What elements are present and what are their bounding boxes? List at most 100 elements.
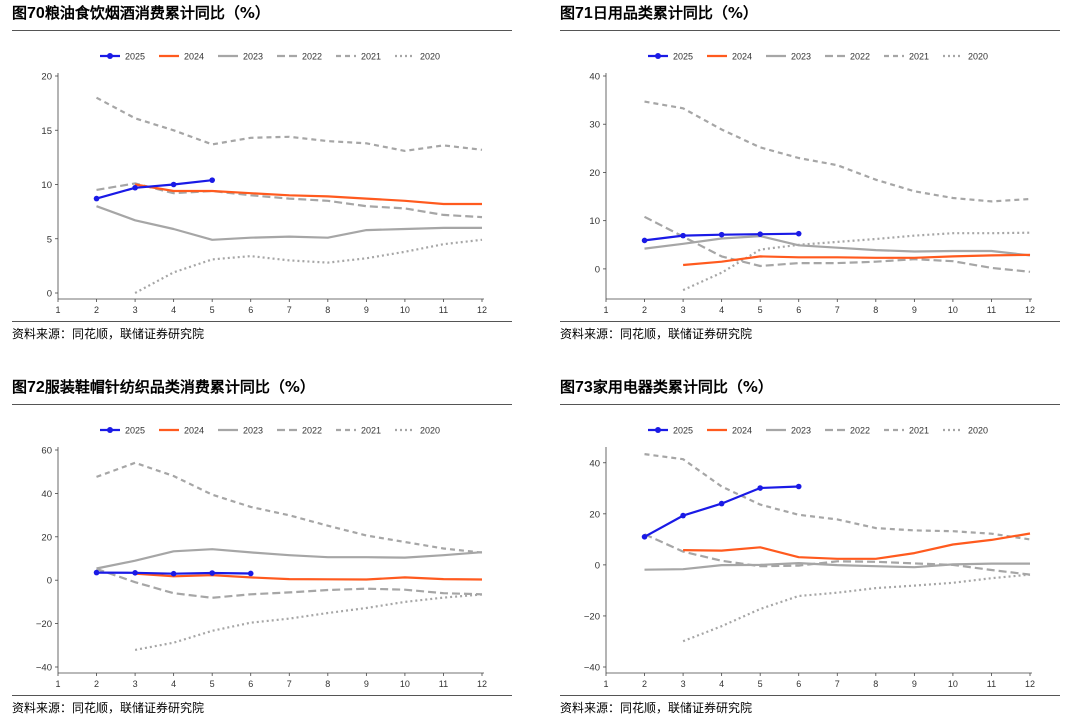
series-line-2025 (96, 179, 213, 200)
title-underline (560, 404, 1060, 405)
x-tick-label: 9 (364, 305, 369, 315)
x-tick-label: 8 (325, 679, 330, 689)
series-line-2023 (96, 205, 482, 241)
data-point-2025 (93, 569, 100, 576)
data-point-2025 (209, 177, 215, 183)
x-tick-label: 7 (287, 679, 292, 689)
x-tick-label: 11 (987, 679, 996, 689)
chart-title: 图73家用电器类累计同比（%） (560, 378, 773, 396)
data-point-2025 (757, 231, 763, 237)
legend-marker-2025 (107, 53, 113, 59)
legend-label-2025: 2025 (125, 52, 145, 62)
x-tick-label: 10 (948, 679, 958, 689)
x-tick-label: 12 (477, 305, 487, 315)
y-tick-label: 20 (589, 509, 600, 520)
x-tick-label: 8 (873, 679, 878, 689)
legend-label-2023: 2023 (791, 426, 811, 436)
series-line-2020 (134, 238, 483, 294)
x-tick-label: 5 (210, 679, 215, 689)
data-point-2025 (209, 570, 215, 576)
y-tick-label: 15 (41, 126, 52, 137)
x-tick-label: 9 (912, 305, 917, 315)
x-tick-label: 6 (796, 305, 801, 315)
x-tick-label: 1 (55, 305, 60, 315)
x-tick-label: 10 (400, 679, 410, 689)
x-tick-label: 12 (477, 679, 487, 689)
legend-label-2021: 2021 (909, 52, 929, 62)
title-underline (560, 30, 1060, 31)
series-line-2024 (135, 572, 483, 581)
x-tick-label: 8 (873, 305, 878, 315)
data-point-2025 (795, 483, 802, 490)
legend-label-2025: 2025 (125, 426, 145, 436)
legend: 2025 2024 2023 2022 2021 2020 (100, 52, 440, 62)
x-tick-label: 2 (642, 679, 647, 689)
series-line-2021 (96, 461, 483, 554)
series-line-2023 (96, 548, 483, 570)
legend-label-2022: 2022 (302, 52, 322, 62)
chart-panel-72: 图72服装鞋帽针纺织品类消费累计同比（%） 2025 2024 2023 2022 20… (12, 377, 512, 722)
data-point-2025 (680, 232, 686, 239)
legend-marker-2025 (655, 427, 661, 433)
y-tick-label: −40 (36, 663, 52, 674)
chart-panel-73: 图73家用电器类累计同比（%） 2025 2024 2023 2022 2021 2020… (560, 377, 1060, 722)
x-tick-label: 7 (835, 679, 840, 689)
x-tick-label: 10 (400, 305, 410, 315)
y-tick-label: 20 (41, 72, 52, 83)
x-tick-label: 1 (603, 305, 608, 315)
data-point-2025 (93, 195, 100, 202)
legend-label-2022: 2022 (302, 426, 322, 436)
x-tick-label: 11 (439, 679, 448, 689)
data-point-2025 (132, 184, 138, 191)
x-tick-label: 12 (1025, 305, 1035, 315)
data-point-2025 (132, 570, 138, 576)
x-tick-label: 5 (758, 305, 763, 315)
x-tick-label: 3 (133, 679, 138, 689)
legend-label-2020: 2020 (968, 426, 988, 436)
x-tick-label: 5 (210, 305, 215, 315)
legend-label-2021: 2021 (909, 426, 929, 436)
y-tick-label: 5 (47, 234, 52, 245)
legend-label-2024: 2024 (732, 426, 752, 436)
series-line-2020 (134, 593, 483, 651)
x-tick-label: 3 (133, 305, 138, 315)
y-tick-label: 40 (589, 72, 600, 83)
series-line-2021 (95, 96, 483, 153)
chart-panel-71: 图71日用品类累计同比（%） 2025 2024 2023 2022 2021 2020 0… (560, 3, 1060, 343)
series-line-2020 (682, 573, 1031, 643)
x-tick-label: 11 (987, 305, 996, 315)
y-tick-label: −20 (584, 611, 600, 622)
data-point-2025 (641, 237, 648, 244)
y-tick-label: 30 (589, 120, 600, 131)
x-tick-label: 12 (1025, 679, 1035, 689)
data-point-2025 (247, 570, 254, 577)
data-point-2025 (170, 570, 177, 577)
x-tick-label: 11 (439, 305, 448, 315)
x-tick-label: 9 (912, 679, 917, 689)
legend: 2025 2024 2023 2022 2021 2020 (648, 426, 988, 436)
title-underline (12, 30, 512, 31)
x-tick-label: 1 (55, 679, 60, 689)
x-tick-label: 2 (94, 679, 99, 689)
chart-title: 图72服装鞋帽针纺织品类消费累计同比（%） (12, 378, 315, 396)
y-tick-label: 60 (41, 446, 52, 457)
y-tick-label: 0 (595, 264, 600, 275)
x-tick-label: 6 (796, 679, 801, 689)
source-rule (560, 695, 1060, 696)
data-point-2025 (170, 181, 177, 188)
x-tick-label: 1 (603, 679, 608, 689)
series-line-2025 (643, 485, 799, 538)
series-line-2022 (643, 215, 1031, 273)
legend-label-2023: 2023 (243, 52, 263, 62)
x-tick-label: 5 (758, 679, 763, 689)
x-tick-label: 4 (719, 305, 724, 315)
y-tick-label: 0 (47, 289, 52, 300)
x-tick-label: 9 (364, 679, 369, 689)
title-underline (12, 404, 512, 405)
legend-label-2024: 2024 (732, 52, 752, 62)
y-tick-label: −20 (36, 619, 52, 630)
y-tick-label: 20 (589, 168, 600, 179)
legend-label-2025: 2025 (673, 426, 693, 436)
chart-title: 图70粮油食饮烟酒消费累计同比（%） (12, 4, 270, 22)
